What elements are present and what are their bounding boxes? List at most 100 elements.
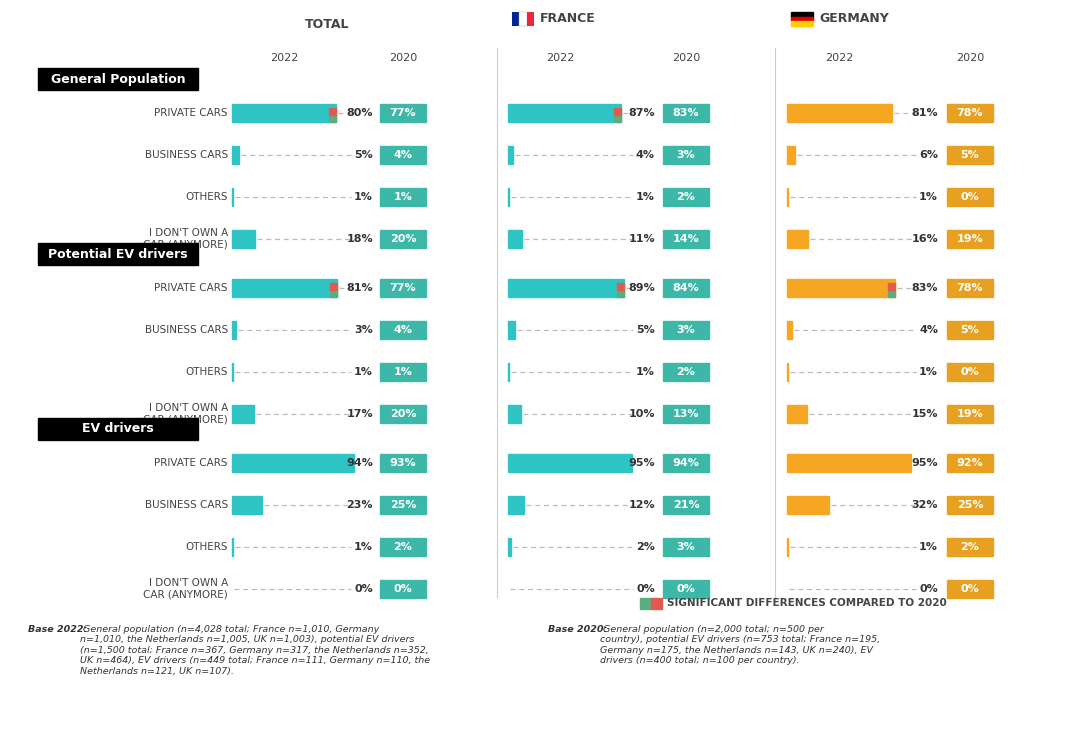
Bar <box>787 321 792 339</box>
Text: 10%: 10% <box>628 409 655 419</box>
Text: 2%: 2% <box>636 542 655 552</box>
Bar <box>947 146 993 164</box>
Bar <box>617 290 624 297</box>
Text: GERMANY: GERMANY <box>819 13 889 25</box>
Text: 1%: 1% <box>354 367 373 377</box>
Bar <box>329 115 336 122</box>
Text: General Population: General Population <box>51 73 186 86</box>
Bar <box>787 538 789 556</box>
Text: PRIVATE CARS: PRIVATE CARS <box>155 108 228 118</box>
Bar <box>508 230 523 248</box>
Bar <box>663 580 708 598</box>
Text: SIGNIFICANT DIFFERENCES COMPARED TO 2020: SIGNIFICANT DIFFERENCES COMPARED TO 2020 <box>667 599 946 608</box>
Text: 1%: 1% <box>919 542 938 552</box>
Bar <box>508 146 513 164</box>
Bar <box>947 538 993 556</box>
Text: 5%: 5% <box>960 150 980 160</box>
Text: 87%: 87% <box>628 108 655 118</box>
Text: 93%: 93% <box>389 458 416 468</box>
Text: 32%: 32% <box>911 500 938 510</box>
Text: OTHERS: OTHERS <box>186 192 228 202</box>
Text: 83%: 83% <box>911 283 938 293</box>
Text: BUSINESS CARS: BUSINESS CARS <box>145 500 228 510</box>
Text: 25%: 25% <box>389 500 416 510</box>
Text: 0%: 0% <box>636 584 655 594</box>
Text: 1%: 1% <box>636 367 655 377</box>
Bar <box>508 538 511 556</box>
Bar <box>380 321 426 339</box>
Text: Base 2022:: Base 2022: <box>28 625 87 634</box>
Bar <box>791 17 813 21</box>
Text: 3%: 3% <box>676 542 696 552</box>
Bar <box>663 279 708 297</box>
Text: 3%: 3% <box>676 325 696 335</box>
Text: 2020: 2020 <box>388 53 417 63</box>
Text: 14%: 14% <box>672 234 699 244</box>
Text: 78%: 78% <box>957 108 984 118</box>
Text: 0%: 0% <box>960 584 980 594</box>
Text: BUSINESS CARS: BUSINESS CARS <box>145 150 228 160</box>
Text: 16%: 16% <box>911 234 938 244</box>
Bar <box>663 230 708 248</box>
Bar <box>663 321 708 339</box>
Bar <box>508 363 509 381</box>
Text: 2%: 2% <box>960 542 980 552</box>
Text: PRIVATE CARS: PRIVATE CARS <box>155 283 228 293</box>
Text: I DON'T OWN A
CAR (ANYMORE): I DON'T OWN A CAR (ANYMORE) <box>143 578 228 600</box>
Text: Base 2020:: Base 2020: <box>548 625 607 634</box>
Bar <box>232 405 254 423</box>
Bar <box>787 363 789 381</box>
Text: 1%: 1% <box>919 192 938 202</box>
Bar <box>380 230 426 248</box>
Bar <box>508 496 524 514</box>
Text: OTHERS: OTHERS <box>186 367 228 377</box>
Text: I DON'T OWN A
CAR (ANYMORE): I DON'T OWN A CAR (ANYMORE) <box>143 403 228 425</box>
Bar <box>947 321 993 339</box>
Text: 94%: 94% <box>346 458 373 468</box>
Text: 5%: 5% <box>354 150 373 160</box>
Bar <box>663 454 708 472</box>
Text: 4%: 4% <box>919 325 938 335</box>
Text: PRIVATE CARS: PRIVATE CARS <box>155 458 228 468</box>
Bar <box>232 104 336 122</box>
Text: 12%: 12% <box>628 500 655 510</box>
Bar <box>947 580 993 598</box>
Bar <box>329 108 336 115</box>
Text: I DON'T OWN A
CAR (ANYMORE): I DON'T OWN A CAR (ANYMORE) <box>143 229 228 250</box>
Bar <box>380 538 426 556</box>
Text: 2%: 2% <box>394 542 413 552</box>
Bar <box>508 104 621 122</box>
Text: 95%: 95% <box>911 458 938 468</box>
Text: 0%: 0% <box>960 192 980 202</box>
Bar <box>888 290 895 297</box>
Text: 4%: 4% <box>394 150 413 160</box>
Bar <box>520 12 527 26</box>
Bar <box>380 279 426 297</box>
Bar <box>380 580 426 598</box>
Bar <box>615 115 621 122</box>
Text: 5%: 5% <box>636 325 655 335</box>
Bar <box>38 418 198 440</box>
Bar <box>947 230 993 248</box>
Bar <box>791 12 813 17</box>
Text: 20%: 20% <box>389 234 416 244</box>
Text: 95%: 95% <box>628 458 655 468</box>
Bar <box>947 279 993 297</box>
Text: 5%: 5% <box>960 325 980 335</box>
Bar <box>38 243 198 265</box>
Bar <box>947 405 993 423</box>
Text: 1%: 1% <box>919 367 938 377</box>
Text: 1%: 1% <box>394 367 413 377</box>
Bar <box>508 188 509 206</box>
Bar <box>615 108 621 115</box>
Bar <box>232 321 236 339</box>
Bar <box>380 146 426 164</box>
Bar <box>947 454 993 472</box>
Text: 2%: 2% <box>676 192 696 202</box>
Bar <box>508 321 514 339</box>
Text: 83%: 83% <box>673 108 699 118</box>
Bar <box>331 283 337 290</box>
Bar <box>787 279 895 297</box>
Bar <box>512 12 520 26</box>
Bar <box>888 283 895 290</box>
